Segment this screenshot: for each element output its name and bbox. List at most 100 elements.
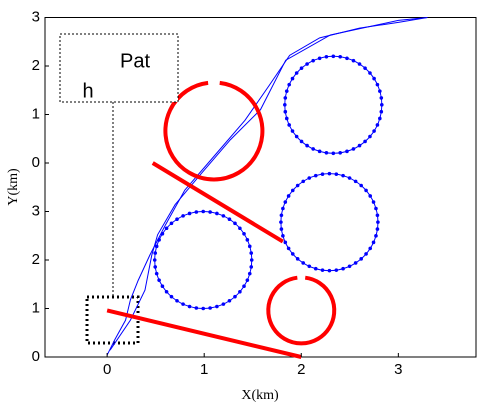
circle-dot xyxy=(345,149,349,154)
circle-dot xyxy=(313,173,318,178)
circle-dot xyxy=(378,116,382,121)
circle-dot xyxy=(187,304,192,309)
circle-dot xyxy=(334,172,339,176)
circle-dot xyxy=(175,299,179,303)
circle-dot xyxy=(164,226,169,231)
circle-dot xyxy=(215,304,219,309)
circle-dot xyxy=(290,252,295,256)
obstacle-circle xyxy=(163,80,265,182)
circle-dot xyxy=(238,289,242,294)
circle-dot xyxy=(327,268,332,273)
circle-dot xyxy=(338,54,343,59)
circle-dot xyxy=(359,257,363,261)
circle-dot xyxy=(287,82,291,87)
circle-dot xyxy=(368,134,372,139)
circle-dot xyxy=(208,306,212,310)
circle-outline xyxy=(154,211,253,309)
circle-dot xyxy=(283,200,288,204)
circle-dot xyxy=(160,231,165,236)
circle-dot xyxy=(249,265,254,269)
circle-dot xyxy=(169,294,174,299)
circle-dot xyxy=(249,251,254,255)
y-tick-label: 3 xyxy=(32,8,40,25)
circle-dot xyxy=(324,54,329,59)
circle-dot xyxy=(331,54,336,59)
circle-dot xyxy=(374,206,378,211)
circle-dot xyxy=(164,289,169,294)
circle-dot xyxy=(357,143,362,148)
circle-dot xyxy=(320,172,325,176)
circle-dot xyxy=(305,143,309,148)
circle-dot xyxy=(341,173,345,178)
circle-dot xyxy=(347,264,352,269)
y-tick-label: 2 xyxy=(32,251,40,268)
circle-dot xyxy=(169,221,174,226)
circle-dot xyxy=(320,268,325,272)
x-axis-label: X(km) xyxy=(241,388,279,403)
circle-dot xyxy=(181,214,185,218)
circle-dot xyxy=(245,238,250,242)
circle-dot xyxy=(242,284,246,289)
circle-dot xyxy=(284,116,289,121)
y-tick-label: 0 xyxy=(32,154,40,171)
circle-dot xyxy=(245,278,250,282)
circle-dot xyxy=(311,147,315,151)
circle-dot xyxy=(227,217,232,221)
obstacle-circle xyxy=(266,275,337,346)
circle-dot xyxy=(301,179,306,184)
circle-dot xyxy=(368,194,373,198)
annotation-text: Pat xyxy=(120,50,150,72)
marks xyxy=(106,17,428,359)
circle-dot xyxy=(363,139,367,144)
circle-dot xyxy=(353,261,358,265)
circle-dot xyxy=(299,66,304,70)
circle-dot xyxy=(372,129,376,133)
circle-dot xyxy=(351,147,356,151)
obstacle-circle xyxy=(283,54,384,156)
circle-dot xyxy=(233,294,237,299)
circle-dot xyxy=(327,171,332,176)
circle-dot xyxy=(357,62,362,66)
circle-dot xyxy=(283,240,288,245)
circle-dot xyxy=(375,82,380,87)
circle-dot xyxy=(157,238,161,242)
circle-dot xyxy=(307,264,312,269)
circle-dot xyxy=(324,151,329,155)
circle-dot xyxy=(331,151,336,156)
circle-dot xyxy=(345,56,349,61)
circle-dot xyxy=(194,306,199,310)
circle-dot xyxy=(317,56,322,61)
circle-dot xyxy=(238,226,242,231)
circle-dot xyxy=(368,246,373,251)
circle-dot xyxy=(154,271,159,276)
axes-frame xyxy=(44,17,477,358)
obstacle-circle xyxy=(152,209,254,311)
annotation-box xyxy=(59,33,179,103)
circle-dot xyxy=(152,258,157,262)
circle-dot xyxy=(233,221,237,226)
circle-dot xyxy=(374,234,378,238)
y-tick-label: 0 xyxy=(32,348,40,365)
x-tick-label: 1 xyxy=(200,361,208,378)
circle-dot xyxy=(154,244,159,249)
circle-dot xyxy=(341,266,345,271)
circle-dot xyxy=(187,211,192,216)
circle-dot xyxy=(290,129,295,133)
circle-dot xyxy=(294,134,299,139)
circle-dot xyxy=(295,183,300,188)
circle-dot xyxy=(279,220,283,224)
annotation-text: h xyxy=(82,80,93,102)
circle-dot xyxy=(359,183,363,188)
circle-dot xyxy=(283,96,288,100)
circle-dot xyxy=(375,213,380,218)
circle-dot xyxy=(227,299,232,303)
series-line xyxy=(109,17,428,351)
circle-dot xyxy=(157,278,161,282)
circle-dot xyxy=(284,89,289,93)
circle-dot xyxy=(305,62,309,66)
circle-dot xyxy=(194,210,199,214)
circle-dot xyxy=(372,76,376,81)
circle-dot xyxy=(221,214,226,218)
circle-dot xyxy=(281,206,285,211)
circle-dot xyxy=(311,58,315,63)
